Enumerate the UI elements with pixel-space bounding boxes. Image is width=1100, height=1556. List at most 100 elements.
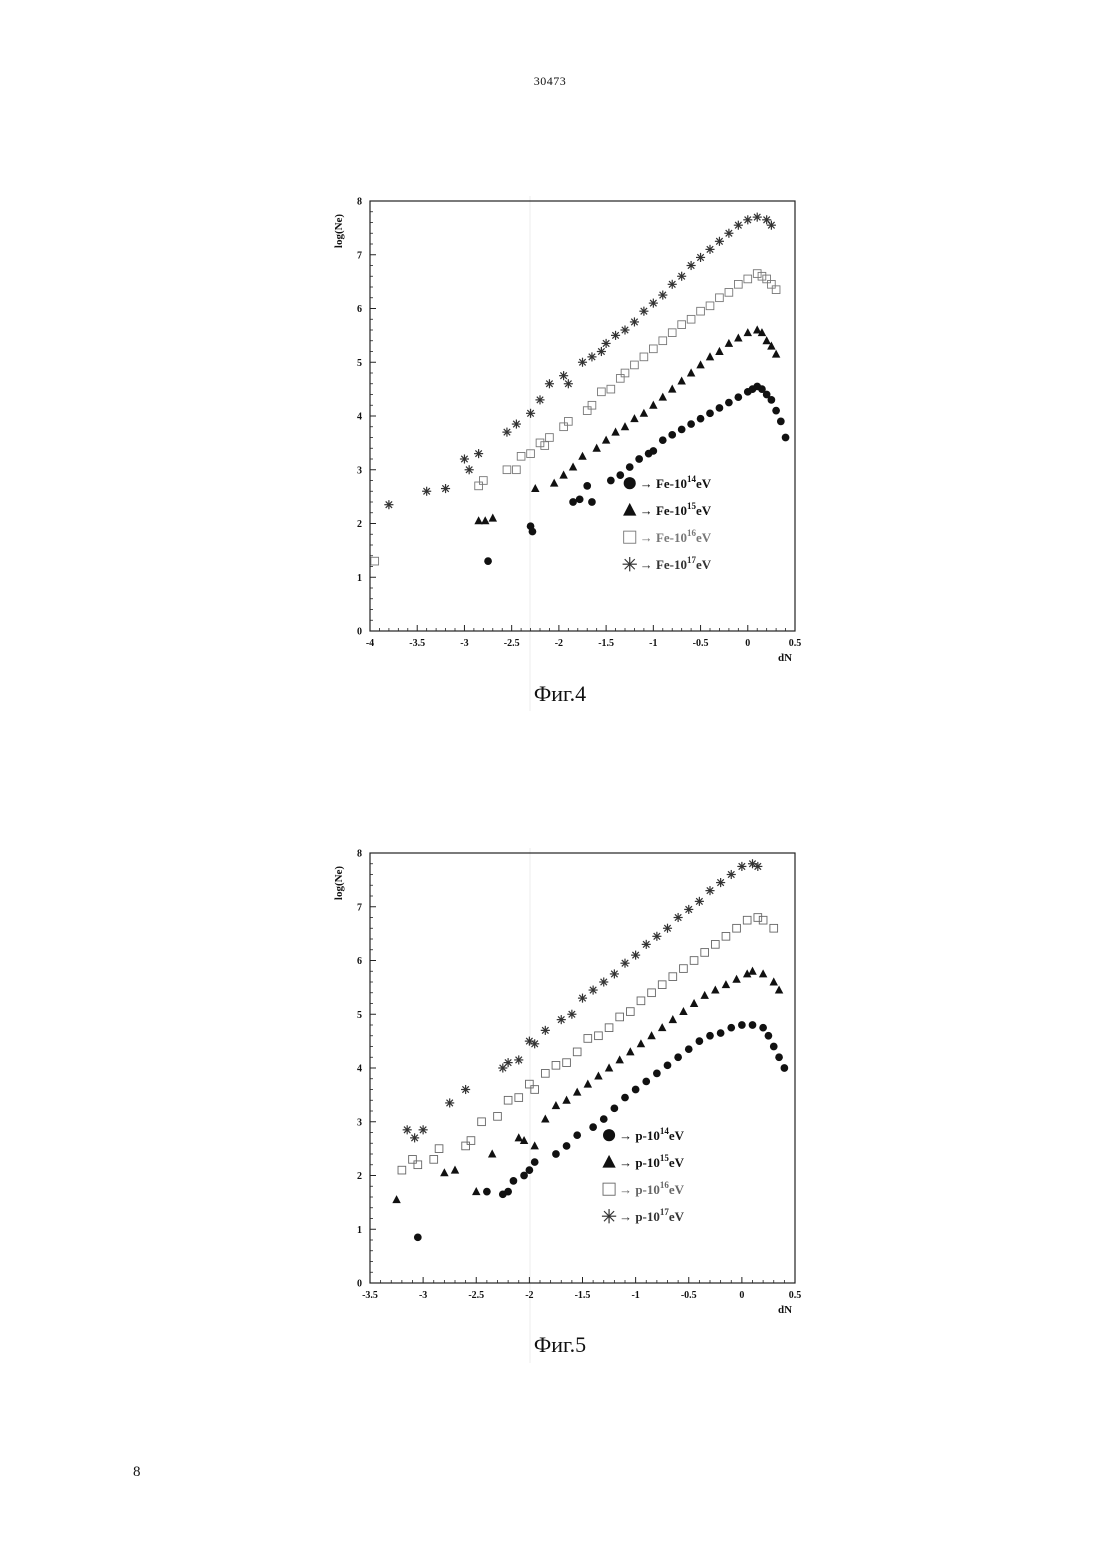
data-point <box>573 1088 581 1096</box>
data-point <box>725 339 733 347</box>
data-point <box>727 870 736 879</box>
data-point <box>594 1071 602 1079</box>
data-point <box>716 294 724 302</box>
data-point <box>602 339 611 348</box>
data-point <box>602 436 610 444</box>
data-point <box>642 1078 650 1086</box>
data-point <box>744 328 752 336</box>
y-tick-label: 0 <box>357 1279 362 1290</box>
data-point <box>563 1059 571 1067</box>
data-point <box>526 1166 534 1174</box>
data-point <box>435 1145 443 1153</box>
data-point <box>531 1086 539 1094</box>
data-point <box>535 395 544 404</box>
data-point <box>616 375 624 383</box>
y-axis-title: log(Ne) <box>333 866 345 901</box>
data-point <box>552 1061 560 1069</box>
data-point <box>475 482 483 490</box>
data-point <box>578 358 587 367</box>
x-tick-label: -4 <box>366 638 374 649</box>
data-point <box>770 977 778 985</box>
data-point <box>517 452 525 460</box>
data-point <box>762 336 770 344</box>
data-point <box>462 1142 470 1150</box>
data-point <box>763 275 771 283</box>
series-asterisk <box>403 859 763 1142</box>
data-point <box>610 969 619 978</box>
data-point <box>695 897 704 906</box>
x-tick-label: -2.5 <box>468 1290 484 1301</box>
data-point <box>409 1156 417 1164</box>
data-point <box>481 516 489 524</box>
data-point <box>775 985 783 993</box>
data-point <box>637 1039 645 1047</box>
data-point <box>567 1010 576 1019</box>
data-point <box>768 280 776 288</box>
data-point <box>725 399 733 407</box>
data-point <box>529 528 537 536</box>
data-point <box>621 369 629 377</box>
legend-entry: → Fe-1017eV <box>640 555 712 572</box>
data-point <box>765 1032 773 1040</box>
data-point <box>576 495 584 503</box>
data-point <box>451 1166 459 1174</box>
data-point <box>545 379 554 388</box>
data-point <box>734 221 743 230</box>
data-point <box>616 471 624 479</box>
data-point <box>715 347 723 355</box>
data-point <box>722 980 730 988</box>
data-point <box>724 229 733 238</box>
data-point <box>631 951 640 960</box>
data-point <box>504 1096 512 1104</box>
data-point <box>668 280 677 289</box>
data-point <box>759 969 767 977</box>
data-point <box>759 916 767 924</box>
data-point <box>611 331 620 340</box>
data-point <box>569 462 577 470</box>
x-tick-label: -3 <box>419 1290 427 1301</box>
data-point <box>772 286 780 294</box>
data-point <box>597 347 606 356</box>
data-point <box>419 1125 428 1134</box>
data-point <box>460 454 469 463</box>
data-point <box>744 275 752 283</box>
data-point <box>510 1177 518 1185</box>
data-point <box>737 862 746 871</box>
data-point <box>677 272 686 281</box>
data-point <box>384 500 393 509</box>
legend-entry: → p-1014eV <box>619 1126 685 1143</box>
data-point <box>733 924 741 932</box>
data-point <box>620 325 629 334</box>
data-point <box>679 1007 687 1015</box>
data-point <box>706 302 714 310</box>
y-tick-label: 3 <box>357 1117 362 1128</box>
data-point <box>705 886 714 895</box>
data-point <box>706 352 714 360</box>
data-point <box>684 905 693 914</box>
x-tick-label: 0.5 <box>789 638 802 649</box>
data-point <box>541 442 549 450</box>
data-point <box>557 1015 566 1024</box>
y-tick-label: 0 <box>357 627 362 638</box>
data-point <box>527 450 535 458</box>
data-point <box>663 924 672 933</box>
page-number-bottom: 8 <box>133 1464 141 1481</box>
figure-4: 012345678-4-3.5-3-2.5-2-1.5-1-0.500.5dNl… <box>300 186 820 716</box>
figure-4-chart: 012345678-4-3.5-3-2.5-2-1.5-1-0.500.5dNl… <box>300 186 820 676</box>
x-tick-label: -2 <box>555 638 563 649</box>
data-point <box>669 973 677 981</box>
legend-marker <box>603 1129 615 1141</box>
data-point <box>635 455 643 463</box>
data-point <box>445 1098 454 1107</box>
data-point <box>658 291 667 300</box>
y-tick-label: 2 <box>357 1171 362 1182</box>
data-point <box>587 352 596 361</box>
y-tick-label: 8 <box>357 197 362 208</box>
data-point <box>620 959 629 968</box>
data-point <box>414 1161 422 1169</box>
legend-marker <box>602 1209 616 1223</box>
data-point <box>550 479 558 487</box>
data-point <box>649 345 657 353</box>
data-point <box>600 1115 608 1123</box>
legend-entry: → p-1017eV <box>619 1207 685 1224</box>
